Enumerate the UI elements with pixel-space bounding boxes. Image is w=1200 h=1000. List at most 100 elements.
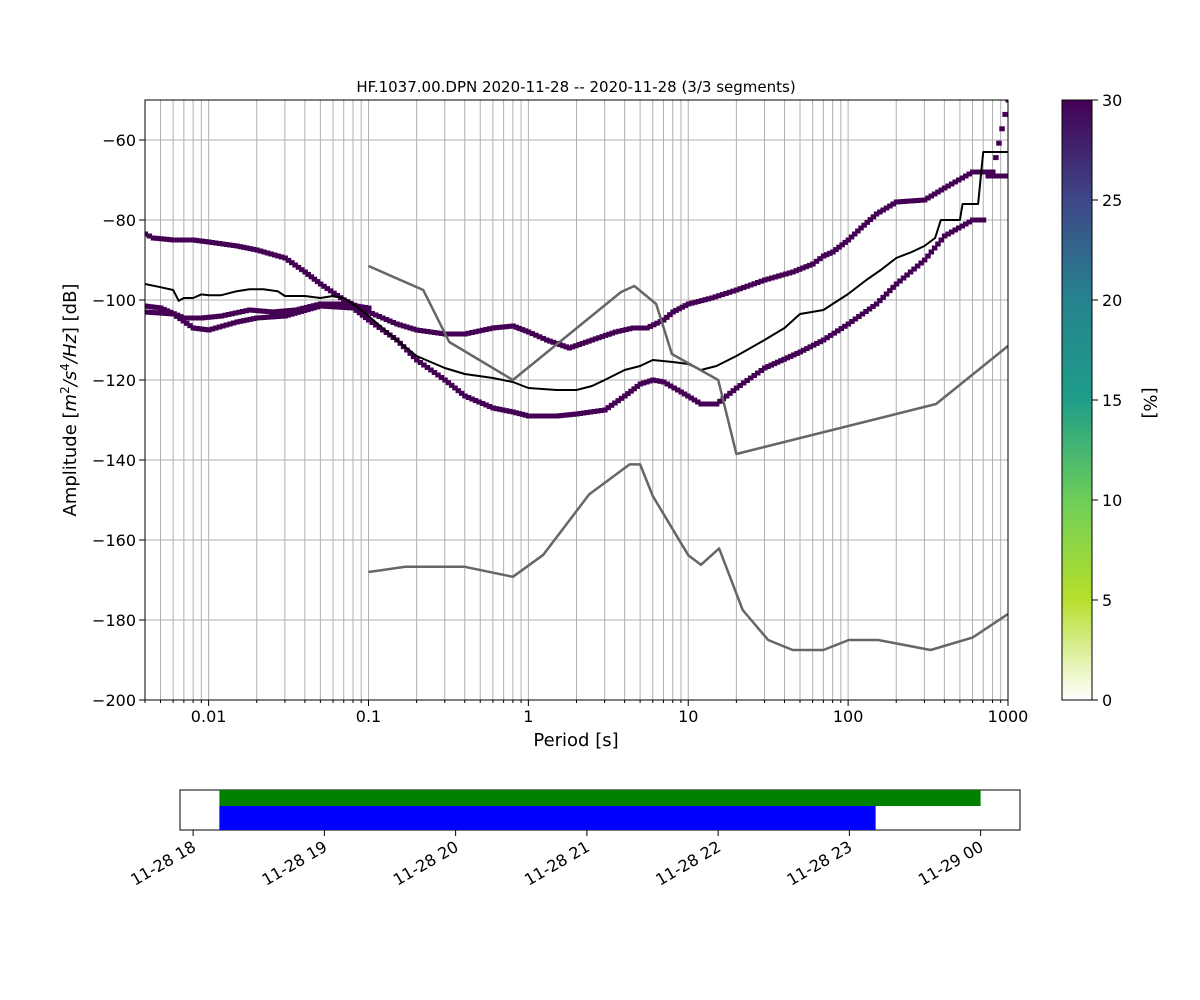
density-mark (827, 332, 834, 338)
density-mark (199, 326, 206, 332)
y-axis-ticks: −200 −180 −160 −140 −120 −100 −80 −60 (92, 131, 145, 710)
density-mark (455, 331, 462, 337)
y-label-prefix: Amplitude [ (60, 411, 81, 516)
density-mark (503, 408, 510, 414)
density-mark (768, 362, 774, 368)
density-mark (883, 291, 890, 297)
density-mark (164, 308, 171, 314)
density-mark (784, 355, 791, 361)
density-mark (980, 169, 986, 175)
density-mark (362, 307, 368, 313)
density-mark (476, 328, 482, 334)
density-mark (476, 399, 482, 405)
density-mark (543, 413, 549, 419)
density-mark (266, 309, 272, 315)
density-mark (458, 390, 465, 396)
coverage-plot: 11-28 18 11-28 19 11-28 20 11-28 21 11-28 22… (127, 789, 1021, 889)
density-mark (544, 337, 550, 343)
density-mark (190, 325, 197, 331)
density-mark (573, 343, 579, 349)
density-mark (702, 297, 708, 303)
density-mark (976, 169, 983, 175)
density-mark (156, 310, 163, 316)
density-mark (945, 231, 951, 237)
density-mark (681, 391, 688, 397)
density-mark (633, 325, 640, 331)
density-mark (630, 325, 636, 331)
density-mark (458, 331, 465, 337)
density-mark (1005, 173, 1008, 179)
density-mark (279, 308, 286, 314)
density-mark (955, 177, 962, 183)
density-mark (598, 408, 605, 413)
density-mark (220, 241, 226, 247)
density-mark (465, 330, 472, 336)
density-mark (223, 242, 230, 247)
density-mark (151, 304, 158, 310)
density-mark (230, 320, 237, 326)
density-mark (660, 379, 667, 385)
density-mark (794, 350, 800, 356)
density-mark (289, 260, 295, 266)
density-mark (550, 339, 557, 345)
density-mark (442, 377, 448, 383)
density-mark (577, 411, 584, 416)
density-mark (928, 249, 935, 255)
density-mark (723, 290, 729, 296)
density-mark (877, 298, 883, 304)
density-mark (261, 315, 267, 320)
density-mark (564, 412, 570, 418)
density-mark (246, 307, 253, 313)
density-mark (596, 335, 602, 341)
density-mark (234, 319, 240, 325)
density-mark (685, 301, 692, 307)
density-mark (973, 169, 979, 175)
density-mark (223, 322, 230, 328)
density-mark (522, 328, 529, 334)
coverage-time-ticks: 11-28 18 11-28 19 11-28 20 11-28 21 11-28 22… (127, 830, 987, 889)
density-mark (999, 126, 1005, 132)
density-mark (202, 315, 208, 321)
density-mark (701, 401, 708, 407)
density-mark (170, 237, 177, 243)
density-mark (830, 249, 836, 255)
density-mark (765, 276, 772, 282)
density-mark (970, 169, 976, 175)
density-mark (213, 325, 219, 331)
density-mark (842, 239, 849, 245)
density-mark (762, 277, 768, 283)
density-mark (866, 306, 873, 312)
density-mark (698, 401, 704, 407)
density-mark (421, 362, 427, 368)
density-mark (845, 237, 852, 243)
density-mark (383, 317, 390, 322)
density-mark (667, 312, 673, 318)
density-mark (988, 173, 995, 179)
density-mark (424, 329, 431, 334)
time-tick-label: 11-28 20 (390, 837, 462, 889)
density-mark (945, 183, 951, 189)
density-mark (536, 413, 542, 419)
density-mark (331, 290, 337, 296)
density-mark (833, 247, 839, 253)
density-mark (689, 300, 695, 306)
density-mark (948, 181, 955, 187)
density-mark (229, 311, 235, 317)
density-mark (435, 330, 441, 336)
colorbar-ticks: 0 5 10 15 20 25 30 (1092, 91, 1122, 710)
density-mark (513, 410, 519, 416)
density-mark (154, 235, 160, 241)
density-mark (146, 309, 152, 315)
density-mark (417, 328, 424, 333)
density-mark (904, 198, 910, 204)
time-tick-label: 11-28 23 (784, 837, 856, 889)
density-mark (288, 311, 295, 317)
density-mark (271, 314, 278, 320)
density-mark (507, 323, 513, 329)
density-mark (216, 324, 223, 330)
density-mark (244, 317, 250, 323)
density-mark (628, 388, 634, 394)
density-mark (640, 325, 647, 331)
density-mark (275, 314, 281, 319)
